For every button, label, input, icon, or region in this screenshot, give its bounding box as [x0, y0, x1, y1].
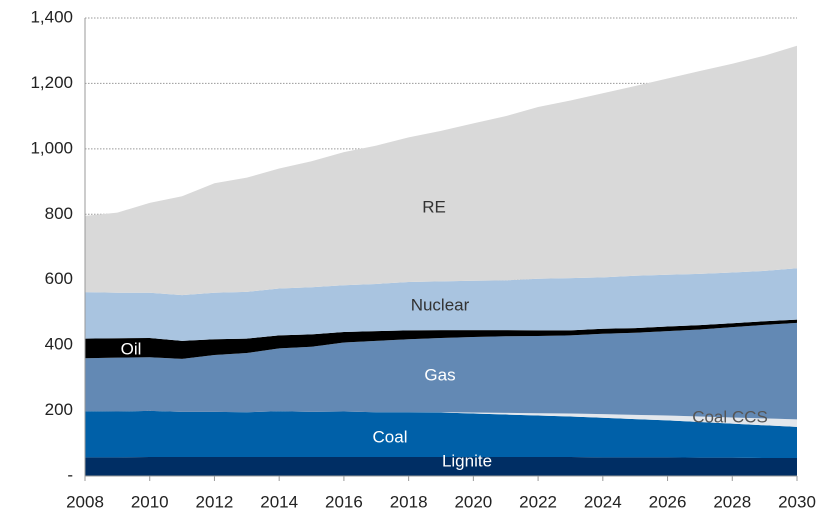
x-tick-label: 2008	[66, 492, 104, 511]
series-label: Coal	[373, 427, 408, 446]
x-tick-label: 2024	[584, 492, 622, 511]
series-label: Nuclear	[411, 295, 470, 314]
x-tick-label: 2010	[131, 492, 169, 511]
y-tick-label: 400	[45, 335, 73, 354]
x-tick-label: 2022	[519, 492, 557, 511]
y-tick-label: 200	[45, 400, 73, 419]
x-tick-label: 2028	[713, 492, 751, 511]
y-tick-label: 1,000	[30, 138, 73, 157]
area	[85, 268, 797, 341]
series-label: Lignite	[442, 451, 492, 470]
series-label: Oil	[121, 339, 142, 358]
x-tick-label: 2012	[196, 492, 234, 511]
y-tick-label: 1,200	[30, 73, 73, 92]
x-tick-label: 2016	[325, 492, 363, 511]
area	[85, 322, 797, 420]
series-label: RE	[422, 197, 446, 216]
series-label: Gas	[424, 365, 455, 384]
x-tick-label: 2014	[260, 492, 298, 511]
y-tick-label: -	[67, 465, 73, 484]
area	[85, 410, 797, 459]
x-tick-label: 2018	[390, 492, 428, 511]
x-tick-label: 2020	[454, 492, 492, 511]
x-tick-label: 2026	[649, 492, 687, 511]
y-tick-label: 1,400	[30, 7, 73, 26]
area	[85, 410, 797, 427]
area	[85, 457, 797, 476]
area	[85, 45, 797, 296]
y-tick-label: 800	[45, 204, 73, 223]
x-tick-label: 2030	[778, 492, 816, 511]
y-tick-label: 600	[45, 269, 73, 288]
series-label: Coal CCS	[692, 407, 768, 426]
area	[85, 319, 797, 359]
